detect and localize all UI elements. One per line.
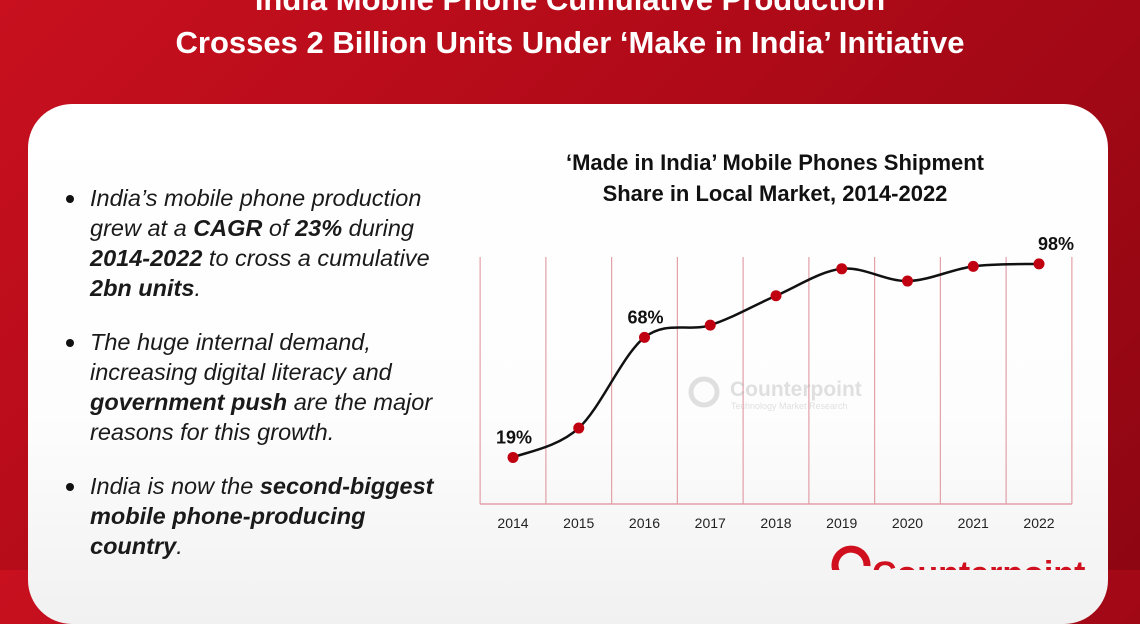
content-card xyxy=(28,104,1108,624)
line-chart: 2014 2015 2016 2017 2018 2019 2020 2021 2022 Cou… xyxy=(479,234,1085,570)
text: during xyxy=(342,215,414,241)
x-tick-label: 2016 xyxy=(629,515,660,531)
x-tick-label: 2014 xyxy=(497,515,528,531)
data-label: 19% xyxy=(496,427,532,447)
brand-logo: Counterpoint xyxy=(831,545,1085,570)
x-tick-label: 2022 xyxy=(1023,515,1054,531)
bullet-dot xyxy=(66,195,74,203)
text: India is now the xyxy=(90,473,260,499)
x-tick-label: 2017 xyxy=(695,515,726,531)
bullet-item: The huge internal demand, increasing dig… xyxy=(62,327,452,447)
text: government push xyxy=(90,389,288,415)
text: 2bn units xyxy=(90,275,195,301)
data-point xyxy=(1033,258,1045,270)
text: to cross a cumulative xyxy=(202,245,430,271)
text: of xyxy=(262,215,296,241)
text: are the major reasons for this growth. xyxy=(90,389,433,445)
chart-title-line2: Share in Local Market, 2014-2022 xyxy=(602,181,948,206)
x-tick-label: 2020 xyxy=(892,515,923,531)
watermark-name: Counterpoint xyxy=(730,378,862,401)
text: 2014-2022 xyxy=(90,245,203,271)
data-label: 98% xyxy=(1038,234,1074,254)
bullet-dot xyxy=(66,339,74,347)
watermark-tagline: Technology Market Research xyxy=(731,401,848,411)
data-point xyxy=(902,275,913,287)
data-label: 68% xyxy=(627,307,663,327)
text: India’s mobile phone production grew at … xyxy=(90,185,422,241)
brand-logo-icon xyxy=(831,545,871,570)
x-tick-label: 2021 xyxy=(958,515,989,531)
x-tick-label: 2019 xyxy=(826,515,857,531)
text: second-biggest mobile phone-producing co… xyxy=(90,473,434,559)
page-title-line1: India Mobile Phone Cumulative Production xyxy=(0,0,1140,18)
bullet-item: India is now the second-biggest mobile p… xyxy=(62,471,452,561)
text: The huge internal demand, increasing dig… xyxy=(90,329,392,385)
watermark-logo-icon xyxy=(688,376,720,408)
data-point xyxy=(704,319,716,331)
bullet-item: India’s mobile phone production grew at … xyxy=(62,183,452,303)
x-tick-label: 2015 xyxy=(563,515,594,531)
data-point xyxy=(573,422,585,434)
data-point xyxy=(639,331,650,343)
brand-logo-text: Counterpoint xyxy=(872,555,1085,570)
data-point xyxy=(507,451,519,463)
bullet-list: India’s mobile phone production grew at … xyxy=(62,183,452,585)
bullet-dot xyxy=(66,483,74,491)
chart-title-line1: ‘Made in India’ Mobile Phones Shipment xyxy=(565,150,985,175)
data-point xyxy=(770,290,782,302)
text: 23% xyxy=(295,215,343,241)
text: CAGR xyxy=(193,215,263,241)
watermark: Counterpoint Technology Market Research xyxy=(688,376,862,411)
page-title-line2: Crosses 2 Billion Units Under ‘Make in I… xyxy=(175,25,965,60)
data-point xyxy=(836,263,848,275)
x-tick-label: 2018 xyxy=(760,515,791,531)
text: . xyxy=(176,533,183,559)
data-point xyxy=(967,260,979,272)
text: . xyxy=(194,275,201,301)
